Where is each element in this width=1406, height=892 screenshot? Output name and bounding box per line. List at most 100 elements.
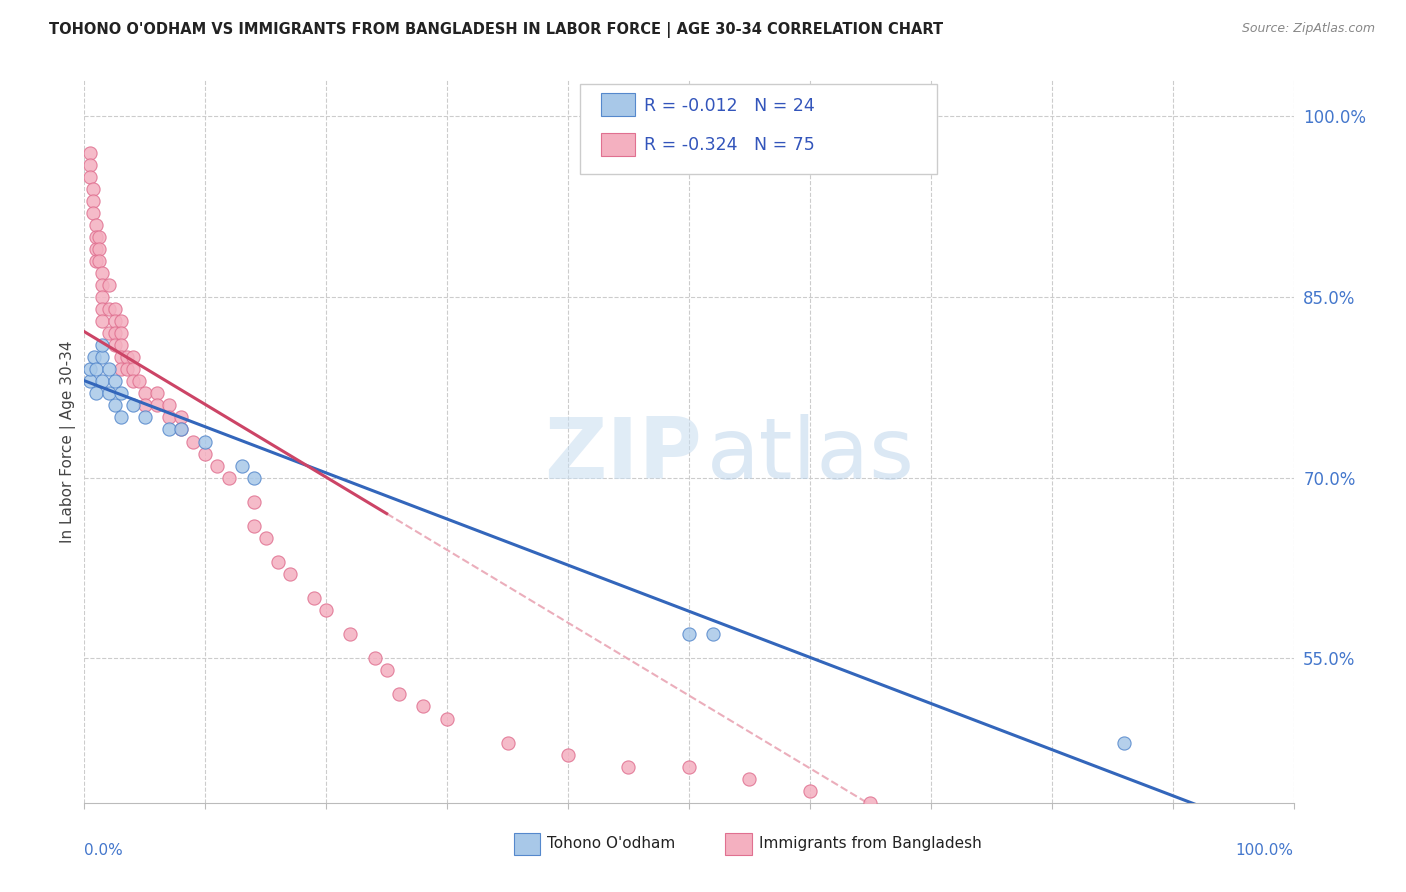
Point (242, 494, 264, 508)
Point (115, 362, 138, 376)
Text: ZIP: ZIP (544, 415, 702, 498)
Point (134, 398, 156, 412)
Point (242, 519, 264, 533)
Point (157, 398, 180, 412)
Point (254, 531, 277, 545)
Point (121, 375, 143, 389)
Point (170, 423, 193, 437)
Point (79, 375, 101, 389)
Text: Immigrants from Bangladesh: Immigrants from Bangladesh (759, 837, 981, 852)
Point (242, 471, 264, 485)
Point (87, 230, 110, 244)
Point (104, 314, 127, 328)
Point (82, 182, 104, 196)
Point (375, 664, 398, 678)
Point (79, 158, 101, 172)
Point (110, 326, 132, 341)
Point (1114, 736, 1136, 750)
Point (121, 398, 143, 412)
Text: 100.0%: 100.0% (1236, 843, 1294, 857)
Point (617, 760, 640, 774)
Point (82, 205, 104, 219)
Point (920, 808, 942, 822)
Point (302, 591, 325, 606)
Point (170, 423, 193, 437)
Point (115, 350, 138, 364)
Point (79, 362, 101, 376)
Text: atlas: atlas (707, 415, 915, 498)
Point (128, 375, 150, 389)
Point (91, 350, 114, 364)
Point (1040, 831, 1063, 846)
Point (267, 555, 290, 569)
Bar (600, 133, 634, 156)
Point (859, 796, 882, 810)
Point (134, 386, 156, 401)
Point (86, 386, 108, 401)
Point (678, 627, 700, 641)
Point (678, 760, 700, 774)
Point (110, 386, 132, 401)
Point (104, 338, 127, 352)
Bar (725, 833, 752, 855)
Point (181, 434, 204, 449)
Bar (600, 94, 634, 116)
Point (110, 410, 132, 425)
Point (91, 301, 114, 317)
Point (86, 218, 108, 232)
Point (194, 447, 217, 461)
Point (79, 145, 101, 160)
Point (157, 410, 180, 425)
Point (91, 375, 114, 389)
Point (110, 362, 132, 376)
Point (110, 350, 132, 364)
Point (231, 458, 253, 473)
Point (91, 277, 114, 292)
Point (104, 398, 127, 412)
Point (86, 362, 108, 376)
Point (91, 266, 114, 280)
Point (121, 362, 143, 376)
Point (86, 242, 108, 256)
Point (557, 747, 579, 762)
Text: R = -0.012   N = 24: R = -0.012 N = 24 (644, 96, 815, 114)
Text: Tohono O'odham: Tohono O'odham (547, 837, 676, 852)
Point (110, 338, 132, 352)
Point (134, 410, 156, 425)
Point (436, 712, 458, 726)
Point (91, 338, 114, 352)
FancyBboxPatch shape (581, 84, 936, 174)
Point (1222, 868, 1244, 882)
Point (104, 375, 127, 389)
Point (207, 458, 229, 473)
Point (1101, 844, 1123, 858)
Point (87, 253, 110, 268)
Point (799, 783, 821, 797)
Point (110, 314, 132, 328)
Point (79, 169, 101, 184)
Point (121, 350, 143, 364)
Bar (513, 833, 540, 855)
Text: TOHONO O'ODHAM VS IMMIGRANTS FROM BANGLADESH IN LABOR FORCE | AGE 30-34 CORRELAT: TOHONO O'ODHAM VS IMMIGRANTS FROM BANGLA… (49, 22, 943, 38)
Point (97, 386, 120, 401)
Point (83, 350, 105, 364)
Point (278, 567, 301, 582)
Point (91, 290, 114, 304)
Point (104, 326, 127, 341)
Point (86, 230, 108, 244)
Text: 0.0%: 0.0% (84, 843, 124, 857)
Point (157, 423, 180, 437)
Point (146, 386, 169, 401)
Point (496, 736, 519, 750)
Point (87, 242, 110, 256)
Point (97, 277, 120, 292)
Point (738, 772, 761, 786)
Point (412, 699, 434, 714)
Point (82, 194, 104, 208)
Point (97, 326, 120, 341)
Y-axis label: In Labor Force | Age 30-34: In Labor Force | Age 30-34 (60, 340, 76, 543)
Point (218, 471, 240, 485)
Point (388, 687, 411, 701)
Point (702, 627, 724, 641)
Point (1282, 880, 1305, 892)
